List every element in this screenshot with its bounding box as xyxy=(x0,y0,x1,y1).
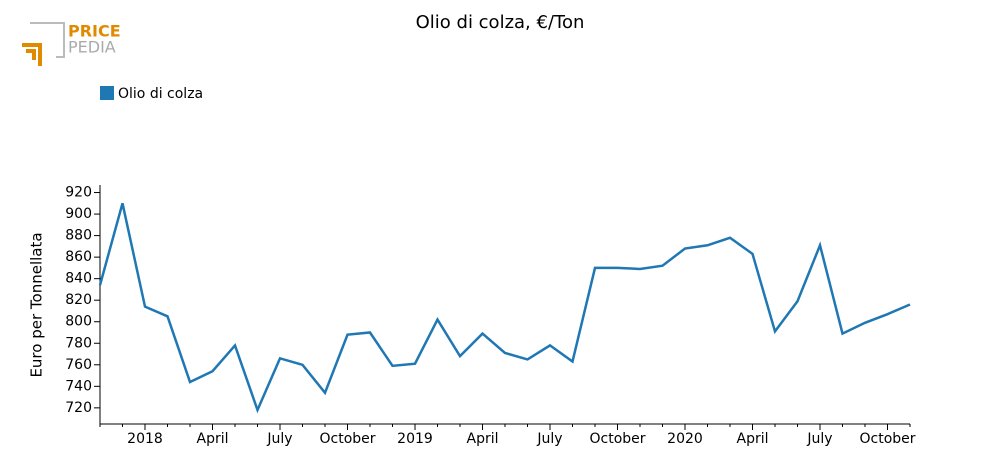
legend-swatch xyxy=(100,86,114,100)
y-tick-label: 800 xyxy=(65,314,92,330)
y-tick-label: 920 xyxy=(65,185,92,201)
y-tick-label: 880 xyxy=(65,228,92,244)
logo-mark xyxy=(22,43,42,66)
y-tick-label: 900 xyxy=(65,206,92,222)
legend-label: Olio di colza xyxy=(118,86,203,102)
x-tick-label: April xyxy=(467,431,499,447)
x-tick-label: July xyxy=(266,431,292,447)
x-tick-label: July xyxy=(806,431,832,447)
x-tick-label: October xyxy=(859,431,915,447)
y-tick-label: 820 xyxy=(65,292,92,308)
logo-text: PRICE xyxy=(68,22,121,41)
logo-frame xyxy=(30,22,65,58)
x-tick-label: 2018 xyxy=(127,431,163,447)
y-tick-label: 720 xyxy=(65,400,92,416)
series-line xyxy=(98,202,911,414)
y-tick-label: 780 xyxy=(65,335,92,351)
logo: PRICE PEDIA xyxy=(22,22,121,66)
y-tick-label: 760 xyxy=(65,357,92,373)
x-tick-label: 2019 xyxy=(397,431,433,447)
x-tick-label: April xyxy=(197,431,229,447)
x-tick-label: 2020 xyxy=(667,431,703,447)
y-tick-label: 740 xyxy=(65,378,92,394)
x-tick-label: July xyxy=(536,431,562,447)
y-tick-label: 860 xyxy=(65,249,92,265)
x-tick-label: October xyxy=(589,431,645,447)
y-axis-label: Euro per Tonnellata xyxy=(28,232,46,377)
y-tick-label: 840 xyxy=(65,271,92,287)
logo-text: PEDIA xyxy=(68,38,116,57)
x-tick-label: October xyxy=(319,431,375,447)
x-tick-label: April xyxy=(737,431,769,447)
chart-title: Olio di colza, €/Ton xyxy=(416,12,585,33)
